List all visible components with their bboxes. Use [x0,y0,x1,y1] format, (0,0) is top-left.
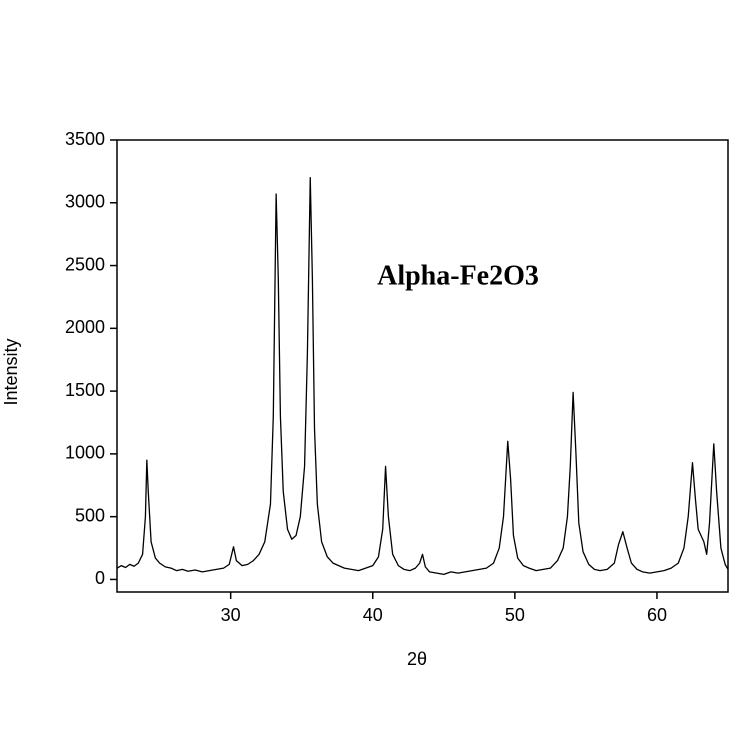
y-tick-label: 2500 [65,254,105,274]
x-axis-label: 2θ [407,649,427,669]
plot-frame [116,139,729,593]
y-tick-label: 0 [95,568,105,588]
data-line [116,177,729,576]
y-axis-label: Intensity [1,338,21,405]
y-tick-label: 2000 [65,317,105,337]
y-tick-label: 500 [75,505,105,525]
y-tick-label: 3000 [65,192,105,212]
y-tick-label: 3500 [65,129,105,149]
y-tick-label: 1500 [65,380,105,400]
x-tick-label: 50 [505,605,525,625]
x-tick-label: 60 [647,605,667,625]
x-tick-label: 30 [221,605,241,625]
y-tick-label: 1000 [65,443,105,463]
annotation: Alpha-Fe2O3 [377,260,539,291]
x-tick-label: 40 [363,605,383,625]
